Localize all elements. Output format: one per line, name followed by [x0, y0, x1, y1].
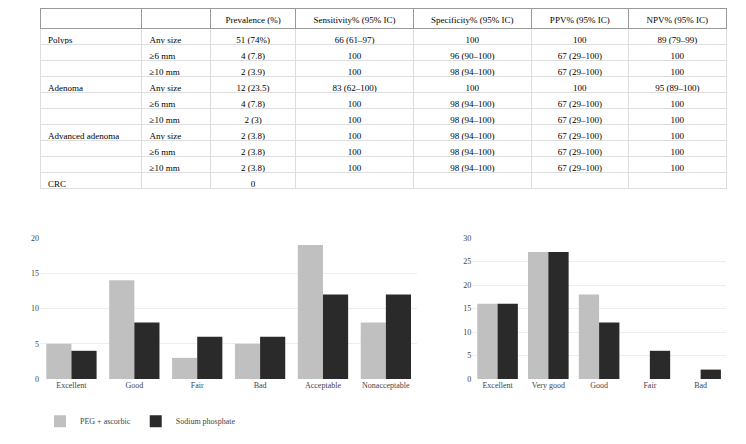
svg-text:5: 5	[35, 340, 39, 349]
svg-text:100: 100	[671, 67, 685, 77]
svg-text:66 (61–97): 66 (61–97)	[335, 35, 375, 45]
svg-text:67 (29–100): 67 (29–100)	[558, 51, 602, 61]
svg-text:Polyps: Polyps	[48, 35, 73, 45]
svg-text:98 (94–100): 98 (94–100)	[450, 163, 494, 173]
svg-text:30: 30	[463, 234, 471, 243]
svg-text:Bad: Bad	[694, 381, 707, 390]
svg-text:100: 100	[466, 35, 480, 45]
svg-text:Very good: Very good	[532, 381, 565, 390]
svg-text:67 (29–100): 67 (29–100)	[558, 163, 602, 173]
svg-text:98 (94–100): 98 (94–100)	[450, 99, 494, 109]
svg-text:100: 100	[348, 131, 362, 141]
svg-text:Good: Good	[125, 381, 143, 390]
svg-text:0: 0	[35, 375, 39, 384]
svg-text:15: 15	[31, 269, 39, 278]
svg-text:20: 20	[463, 281, 471, 290]
svg-text:100: 100	[348, 115, 362, 125]
svg-text:98 (94–100): 98 (94–100)	[450, 131, 494, 141]
svg-text:25: 25	[463, 257, 471, 266]
svg-text:12 (23.5): 12 (23.5)	[237, 83, 270, 93]
svg-text:67 (29–100): 67 (29–100)	[558, 147, 602, 157]
svg-text:98 (94–100): 98 (94–100)	[450, 147, 494, 157]
svg-text:PPV% (95% IC): PPV% (95% IC)	[550, 15, 610, 25]
svg-text:Good: Good	[590, 381, 608, 390]
svg-text:100: 100	[671, 147, 685, 157]
svg-text:100: 100	[671, 131, 685, 141]
svg-text:NPV% (95% IC): NPV% (95% IC)	[647, 15, 709, 25]
svg-text:Excellent: Excellent	[482, 381, 513, 390]
svg-text:Sensitivity% (95% IC): Sensitivity% (95% IC)	[314, 15, 396, 25]
svg-text:67 (29–100): 67 (29–100)	[558, 99, 602, 109]
svg-text:Excellent: Excellent	[56, 381, 87, 390]
svg-text:100: 100	[348, 51, 362, 61]
svg-text:Fair: Fair	[191, 381, 204, 390]
svg-text:100: 100	[671, 99, 685, 109]
svg-text:5: 5	[467, 351, 471, 360]
svg-text:51 (74%): 51 (74%)	[236, 35, 270, 45]
svg-text:98 (94–100): 98 (94–100)	[450, 115, 494, 125]
svg-text:89 (79–99): 89 (79–99)	[657, 35, 697, 45]
svg-text:≥6 mm: ≥6 mm	[149, 51, 175, 61]
svg-text:98 (94–100): 98 (94–100)	[450, 67, 494, 77]
svg-text:2 (3.8): 2 (3.8)	[241, 163, 265, 173]
svg-text:96 (90–100): 96 (90–100)	[450, 51, 494, 61]
svg-text:Any size: Any size	[149, 83, 181, 93]
svg-text:≥10 mm: ≥10 mm	[149, 67, 179, 77]
svg-text:≥10 mm: ≥10 mm	[149, 163, 179, 173]
svg-text:67 (29–100): 67 (29–100)	[558, 115, 602, 125]
svg-text:100: 100	[573, 83, 587, 93]
svg-text:PEG + ascorbic: PEG + ascorbic	[80, 417, 131, 426]
svg-text:100: 100	[573, 35, 587, 45]
svg-text:100: 100	[671, 115, 685, 125]
svg-text:Nonacceptable: Nonacceptable	[362, 381, 410, 390]
svg-text:83 (62–100): 83 (62–100)	[332, 83, 376, 93]
svg-text:≥6 mm: ≥6 mm	[149, 99, 175, 109]
svg-text:67 (29–100): 67 (29–100)	[558, 131, 602, 141]
svg-text:Any size: Any size	[149, 35, 181, 45]
svg-text:≥10 mm: ≥10 mm	[149, 115, 179, 125]
svg-text:4 (7.8): 4 (7.8)	[241, 99, 265, 109]
svg-text:2 (3.8): 2 (3.8)	[241, 147, 265, 157]
svg-text:10: 10	[31, 304, 39, 313]
svg-text:20: 20	[31, 234, 39, 243]
svg-text:100: 100	[671, 163, 685, 173]
svg-text:Any size: Any size	[149, 131, 181, 141]
svg-text:Prevalence (%): Prevalence (%)	[225, 15, 280, 25]
svg-text:2 (3.8): 2 (3.8)	[241, 131, 265, 141]
svg-text:≥6 mm: ≥6 mm	[149, 147, 175, 157]
svg-text:Specificity% (95% IC): Specificity% (95% IC)	[431, 15, 513, 25]
svg-text:10: 10	[463, 328, 471, 337]
svg-text:0: 0	[251, 179, 256, 189]
svg-text:100: 100	[671, 51, 685, 61]
svg-text:67 (29–100): 67 (29–100)	[558, 67, 602, 77]
svg-text:4 (7.8): 4 (7.8)	[241, 51, 265, 61]
svg-text:2 (3.9): 2 (3.9)	[241, 67, 265, 77]
svg-text:Fair: Fair	[643, 381, 656, 390]
svg-text:Bad: Bad	[254, 381, 267, 390]
svg-text:CRC: CRC	[48, 179, 66, 189]
svg-text:Adenoma: Adenoma	[48, 83, 83, 93]
svg-text:Sodium phosphate: Sodium phosphate	[176, 417, 236, 426]
svg-text:100: 100	[348, 67, 362, 77]
svg-text:15: 15	[463, 304, 471, 313]
svg-text:100: 100	[348, 147, 362, 157]
svg-text:100: 100	[348, 163, 362, 173]
svg-text:Advanced adenoma: Advanced adenoma	[48, 131, 119, 141]
svg-text:0: 0	[467, 375, 471, 384]
svg-text:100: 100	[466, 83, 480, 93]
svg-text:100: 100	[348, 99, 362, 109]
svg-text:Acceptable: Acceptable	[305, 381, 341, 390]
svg-text:95 (89–100): 95 (89–100)	[655, 83, 699, 93]
svg-text:2 (3): 2 (3)	[244, 115, 261, 125]
